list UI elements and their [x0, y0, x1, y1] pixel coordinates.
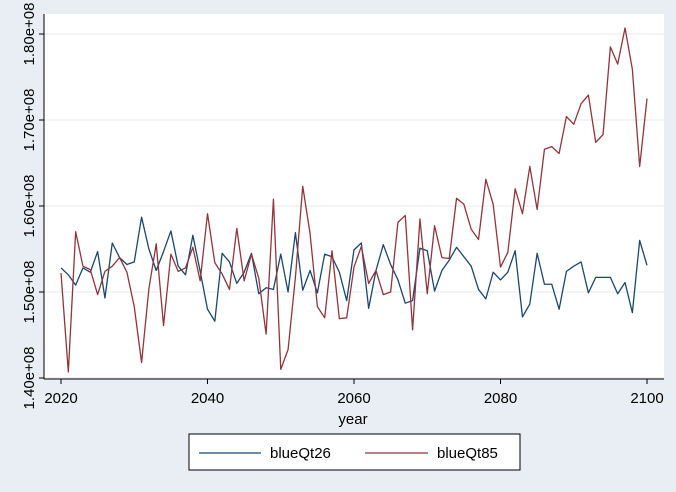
x-tick-label: 2100 — [630, 390, 663, 407]
legend-label-blueqt26: blueQt26 — [270, 445, 331, 462]
y-tick-label: 1.50e+08 — [21, 261, 38, 324]
series-group — [60, 27, 648, 373]
x-tick-label: 2040 — [191, 390, 224, 407]
y-tick-label: 1.70e+08 — [21, 89, 38, 152]
axes: 1.40e+08 1.50e+08 1.60e+08 1.70e+08 1.80e+08… — [21, 3, 664, 410]
y-tick-label: 1.40e+08 — [21, 347, 38, 410]
x-tick-label: 2020 — [44, 390, 77, 407]
x-tick-label: 2080 — [484, 390, 517, 407]
x-axis-title: year — [338, 411, 367, 428]
y-tick-label: 1.60e+08 — [21, 175, 38, 238]
series-line-blueqt85 — [60, 27, 648, 373]
x-tick-label: 2060 — [337, 390, 370, 407]
y-tick-label: 1.80e+08 — [21, 3, 38, 66]
plot-area — [44, 14, 664, 379]
legend-label-blueqt85: blueQt85 — [437, 445, 498, 462]
legend: blueQt26 blueQt85 — [188, 433, 521, 471]
grid-lines — [44, 33, 664, 379]
legend-box — [188, 433, 521, 471]
